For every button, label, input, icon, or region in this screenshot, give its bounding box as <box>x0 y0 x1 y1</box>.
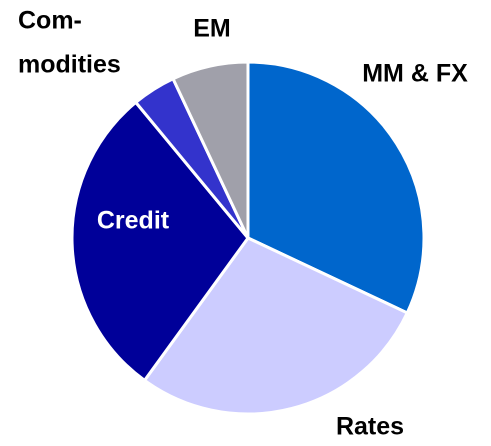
pie-slice <box>246 60 426 315</box>
pie-slice <box>171 60 250 239</box>
slice-label: MM & FX <box>362 60 468 88</box>
pie-slice <box>70 100 250 383</box>
slice-label: Com- <box>18 7 82 35</box>
slice-label: Rates <box>336 413 404 441</box>
slice-label: Credit <box>97 207 170 235</box>
pie-slice <box>142 236 410 416</box>
slice-label: EM <box>193 15 231 43</box>
slice-label: modities <box>18 51 121 79</box>
